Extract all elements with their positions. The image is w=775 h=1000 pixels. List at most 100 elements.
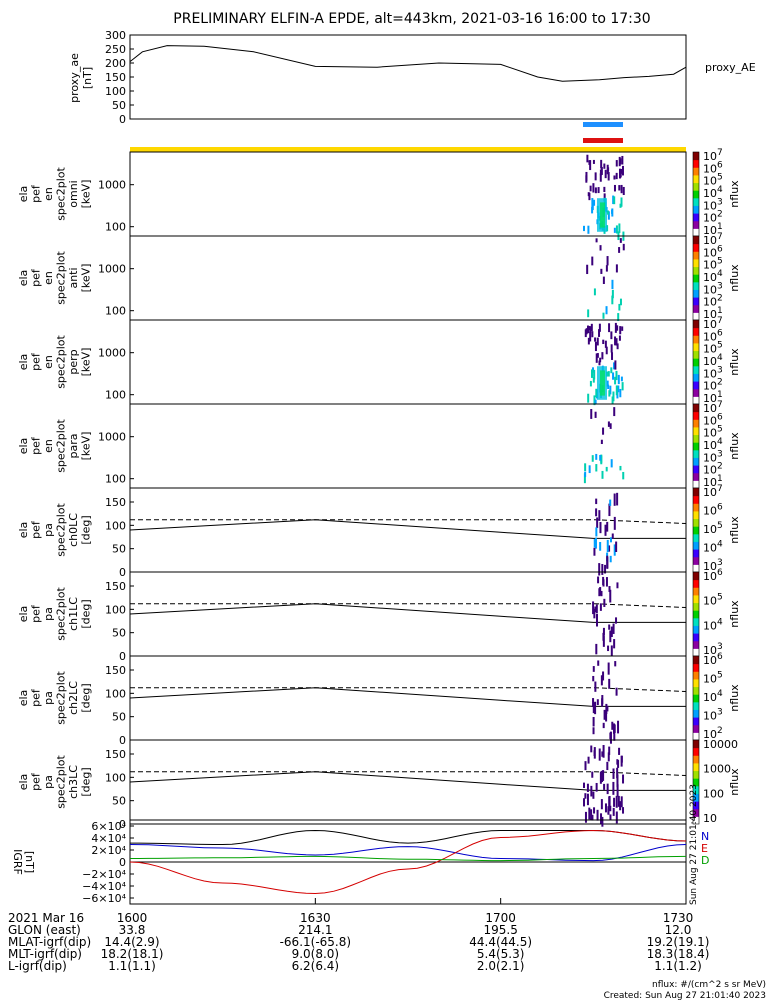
- energy-blob: [594, 411, 597, 418]
- colorbar-segment: [693, 396, 699, 405]
- pitch-blob: [606, 521, 609, 532]
- colorbar-exponent: 4: [717, 269, 723, 279]
- pitch-panel-0-ylabel-5: [deg]: [80, 515, 93, 544]
- pitch-blob: [608, 624, 611, 630]
- colorbar-segment: [693, 724, 699, 733]
- pitch-blob: [593, 539, 596, 548]
- footer-value: 2.0(2.1): [477, 959, 525, 973]
- pitch-blob: [615, 811, 618, 824]
- colorbar-label: 105: [703, 671, 723, 686]
- energy-blob: [596, 353, 599, 358]
- colorbar-segment: [693, 770, 699, 779]
- energy-blob: [595, 353, 598, 363]
- energy-blob: [602, 276, 605, 285]
- pitch-blob: [608, 796, 611, 807]
- energy-blob: [619, 465, 622, 471]
- energy-blob: [599, 173, 602, 182]
- colorbar-exponent: 5: [717, 341, 723, 351]
- proxy-ae-yunit: [nT]: [81, 67, 94, 89]
- pitch-blob: [594, 681, 597, 692]
- colorbar-exponent: 3: [717, 642, 723, 652]
- energy-blob: [595, 388, 598, 398]
- proxy-ae-tick-label: 100: [105, 85, 126, 98]
- energy-blob: [590, 323, 593, 332]
- colorbar-segment: [693, 564, 699, 573]
- colorbar-segment: [693, 472, 699, 481]
- pitch-blob: [592, 716, 595, 727]
- energy-blob: [620, 376, 623, 382]
- energy-blob: [596, 337, 599, 346]
- colorbar-segment: [693, 449, 699, 458]
- energy-blob: [589, 160, 592, 171]
- energy-blob: [619, 203, 622, 208]
- energy-blob: [591, 367, 594, 373]
- pitch-blob: [608, 746, 611, 755]
- energy-blob: [611, 279, 614, 290]
- pitch-panel-0-ylabel-1: pef: [30, 520, 43, 539]
- pitch-blob: [602, 579, 605, 587]
- energy-blob: [587, 225, 590, 234]
- pitch-blob: [611, 533, 614, 539]
- pitch-blob: [617, 795, 620, 807]
- energy-blob: [591, 256, 594, 266]
- pitch-blob: [601, 751, 604, 757]
- energy-blob: [609, 385, 612, 395]
- energy-blob: [615, 225, 618, 234]
- energy-blob: [611, 352, 614, 360]
- colorbar-segment: [693, 373, 699, 382]
- pitch-panel-0-ylabel-3: spec2plot: [55, 503, 68, 557]
- proxy-ae-line: [129, 45, 687, 82]
- colorbar-segment: [693, 182, 699, 191]
- energy-blob: [589, 331, 592, 342]
- igrf-d-line: [130, 855, 687, 862]
- pitch-blob: [600, 675, 603, 686]
- pitch-blob: [603, 598, 606, 607]
- energy-blob: [615, 264, 618, 273]
- pitch-panel-2-ylabel-1: pef: [30, 688, 43, 707]
- pitch-blob: [590, 809, 593, 821]
- colorbar-exponent: 3: [717, 449, 723, 459]
- colorbar-segment: [693, 610, 699, 619]
- proxy-ae-tick-label: 300: [105, 29, 126, 42]
- energy-blob: [600, 439, 603, 445]
- energy-panel-3-ylabel-0: ela: [17, 438, 30, 455]
- energy-blob: [605, 265, 608, 272]
- footer-value: 9.0(8.0): [292, 947, 340, 961]
- colorbar-label: 104: [703, 617, 723, 632]
- energy-panel-0-ylabel-1: pef: [30, 184, 43, 203]
- pitch-blob: [609, 537, 612, 543]
- energy-blob: [591, 455, 594, 462]
- colorbar-label: 10: [703, 812, 717, 825]
- colorbar-segment: [693, 312, 699, 321]
- pitch-blob: [602, 770, 605, 781]
- colorbar-exponent: 2: [717, 294, 723, 304]
- igrf-tick-label: −4×10⁴: [82, 880, 126, 893]
- energy-blob: [589, 185, 592, 192]
- energy-panel-3-ylabel-1: pef: [30, 436, 43, 455]
- pitch-blob: [613, 493, 616, 506]
- igrf-legend-e: E: [701, 842, 708, 855]
- energy-panel-0-ylabel-2: en: [42, 187, 55, 201]
- colorbar-segment: [693, 251, 699, 260]
- energy-blob: [588, 160, 591, 165]
- colorbar-segment: [693, 404, 699, 413]
- energy-panel-frame: [129, 235, 687, 321]
- pitch-blob: [610, 645, 613, 656]
- energy-panel-0-ylabel-3: spec2plot: [55, 167, 68, 221]
- colorbar-segment: [693, 457, 699, 466]
- energy-panel-1-ylabel-2: en: [42, 271, 55, 285]
- energy-blob: [618, 247, 621, 253]
- energy-panel-1-ylabel-0: ela: [17, 270, 30, 287]
- pitch-blob: [609, 499, 612, 506]
- colorbar-segment: [693, 174, 699, 184]
- energy-blob: [610, 331, 613, 340]
- energy-blob: [611, 209, 614, 214]
- energy-blob: [585, 171, 588, 181]
- energy-panel-3-ylabel-5: [keV]: [80, 432, 93, 461]
- colorbar-label: 104: [703, 540, 723, 555]
- pitch-panel-3: 150 100 50 0 ela pef pa spec2plot ch3LC [deg] 1000…: [17, 738, 741, 831]
